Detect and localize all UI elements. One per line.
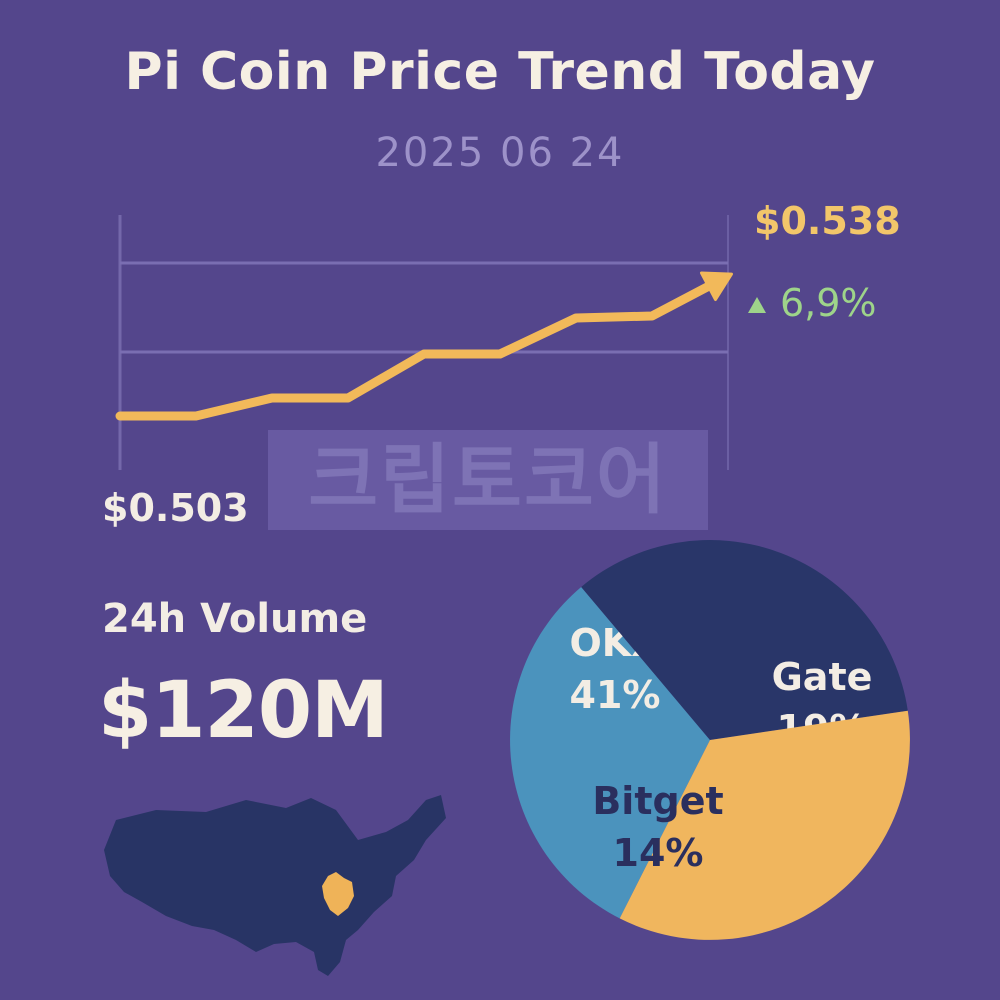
price-point-0: [120, 416, 121, 417]
start-price-label: $0.503: [102, 486, 249, 530]
volume-label: 24h Volume: [102, 596, 368, 642]
price-point-4: [424, 354, 425, 355]
price-point-5: [500, 354, 501, 355]
up-triangle-icon: [748, 297, 766, 313]
price-line: [115, 280, 717, 421]
price-point-1: [196, 416, 197, 417]
usa-map-icon: [104, 795, 446, 976]
pie-slice-bitget: [619, 710, 910, 940]
price-point-6: [576, 318, 577, 319]
usa-map-shape: [104, 795, 446, 976]
pie-label-gate: Gate: [772, 655, 873, 699]
pie-value-okx: 41%: [570, 673, 661, 717]
price-point-3: [348, 398, 349, 399]
pie-label-bitget: Bitget: [592, 779, 723, 823]
watermark: 크립토코어: [268, 430, 708, 530]
map-highlight-region: [322, 872, 354, 916]
page-title: Pi Coin Price Trend Today: [124, 42, 876, 102]
price-point-2: [272, 398, 273, 399]
pie-slice-gate: [581, 540, 908, 740]
price-line-chart: $0.503 $0.538 6,9%: [102, 199, 901, 530]
pie-slice-okx: [510, 587, 710, 919]
end-price-label: $0.538: [754, 199, 901, 243]
price-point-7: [652, 316, 653, 317]
price-change-label: 6,9%: [780, 281, 877, 325]
pie-value-bitget: 14%: [613, 831, 704, 875]
trend-arrow-head: [700, 271, 733, 301]
date-label: 2025 06 24: [375, 130, 625, 176]
volume-value: $120M: [98, 666, 389, 756]
